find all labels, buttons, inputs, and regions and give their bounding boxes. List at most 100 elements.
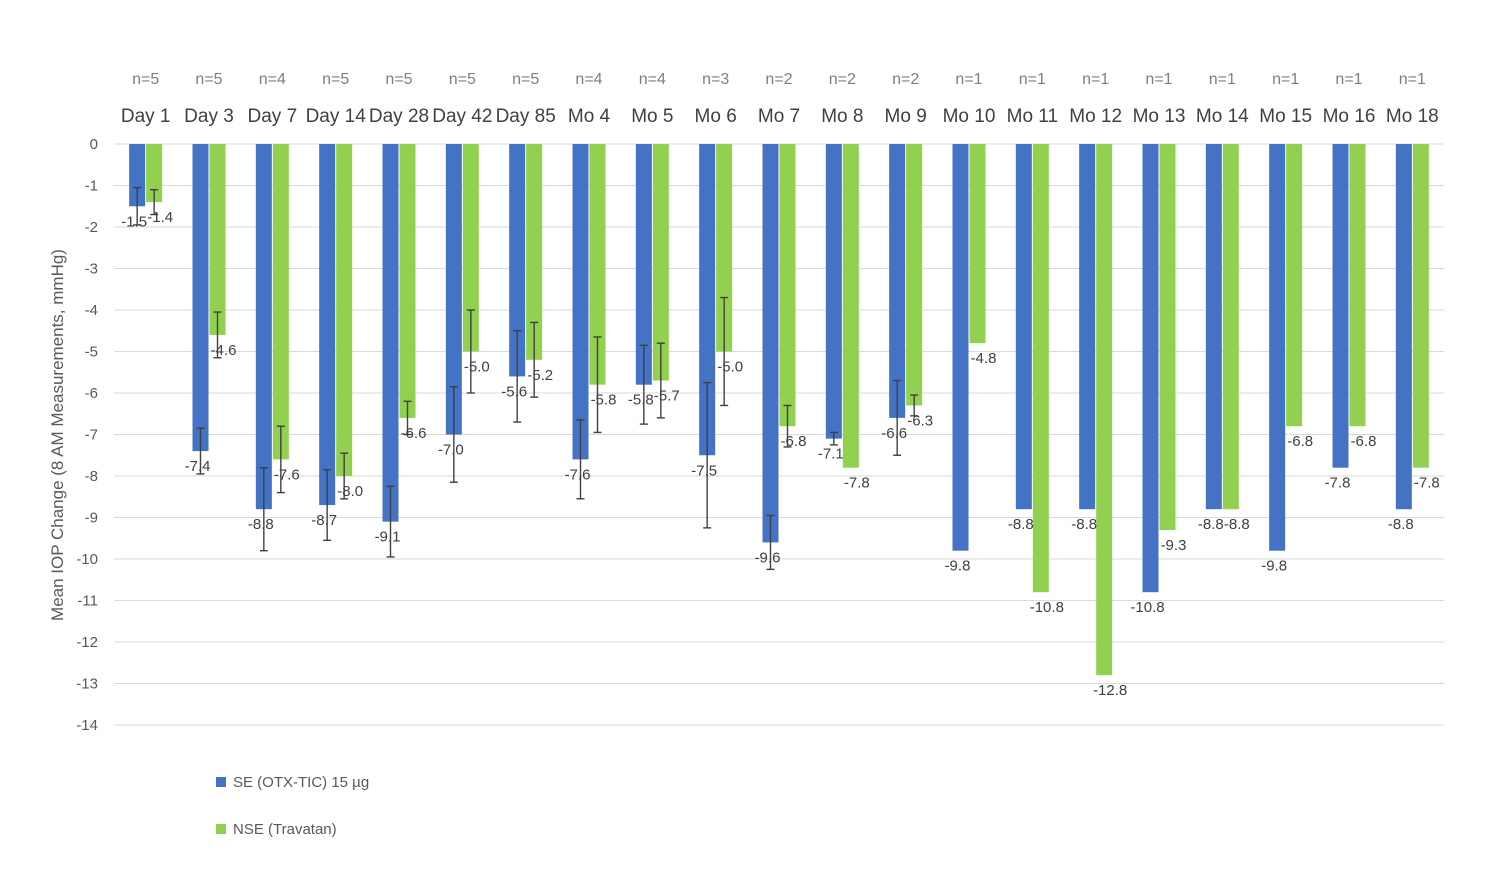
data-labels: -1.5 -7.4 -8.8 -8.7 -9.1 -7.0 -5.6 -7.6 -5.8 -7.5… — [121, 209, 1440, 699]
y-tick-label: -11 — [77, 593, 98, 610]
data-label-nse: -6.8 — [781, 433, 807, 450]
data-label-nse: -4.6 — [211, 342, 237, 359]
bar-nse — [716, 144, 733, 352]
bar-se — [1015, 144, 1032, 510]
category-label: Day 85 — [496, 106, 556, 127]
category-label: Mo 7 — [758, 106, 800, 127]
y-axis-ticks: 0 -1 -2 -3 -4 -5 -6 -7 -8 -9 -10 -11 -12 -13 -14 — [76, 136, 98, 734]
data-label-se: -7.6 — [565, 466, 591, 483]
category-label: Mo 15 — [1259, 106, 1312, 127]
category-label: Mo 14 — [1196, 106, 1249, 127]
error-bar — [720, 296, 729, 407]
n-count-label: n=3 — [702, 71, 729, 88]
error-bar — [639, 344, 648, 425]
legend-swatch-nse — [216, 824, 226, 834]
bar-se — [1079, 144, 1096, 510]
data-label-nse: -8.8 — [1224, 516, 1250, 533]
error-bar — [910, 394, 919, 417]
data-label-se: -8.8 — [1198, 516, 1224, 533]
bar-se — [825, 144, 842, 439]
bar-nse — [146, 144, 163, 203]
y-tick-label: -6 — [85, 385, 98, 402]
data-label-nse: -5.2 — [527, 367, 553, 384]
bars — [129, 144, 1429, 676]
data-label-se: -6.6 — [881, 425, 907, 442]
y-tick-label: -9 — [85, 510, 98, 527]
data-label-se: -9.1 — [375, 529, 401, 546]
y-tick-label: -7 — [85, 427, 98, 444]
n-count-label: n=4 — [259, 71, 286, 88]
bar-nse — [1222, 144, 1239, 510]
data-label-se: -10.8 — [1130, 599, 1164, 616]
data-label-nse: -6.8 — [1351, 433, 1377, 450]
error-bar — [656, 342, 665, 419]
bar-se — [509, 144, 526, 377]
category-label: Mo 16 — [1323, 106, 1376, 127]
data-label-nse: -12.8 — [1093, 682, 1127, 699]
bar-se — [572, 144, 589, 460]
data-label-se: -9.8 — [1261, 558, 1287, 575]
bar-se — [319, 144, 336, 506]
data-label-se: -8.7 — [311, 512, 337, 529]
bar-nse — [462, 144, 479, 352]
n-count-label: n=2 — [829, 71, 856, 88]
error-bar — [530, 321, 539, 398]
n-count-label: n=4 — [575, 71, 602, 88]
n-count-label: n=2 — [765, 71, 792, 88]
data-label-nse: -5.7 — [654, 388, 680, 405]
error-bar — [829, 431, 838, 446]
gridlines — [114, 143, 1444, 726]
error-bar — [766, 514, 775, 571]
n-count-label: n=4 — [639, 71, 666, 88]
data-label-se: -5.8 — [628, 392, 654, 409]
n-count-label: n=5 — [322, 71, 349, 88]
n-count-label: n=2 — [892, 71, 919, 88]
data-label-se: -8.8 — [248, 516, 274, 533]
bar-se — [255, 144, 272, 510]
bar-nse — [1159, 144, 1176, 530]
data-label-se: -8.8 — [1071, 516, 1097, 533]
error-bar — [893, 379, 902, 456]
data-label-nse: -6.8 — [1287, 433, 1313, 450]
bar-nse — [779, 144, 796, 427]
bar-se — [192, 144, 209, 452]
bar-se — [635, 144, 652, 385]
category-label: Mo 5 — [631, 106, 673, 127]
legend-label-nse: NSE (Travatan) — [233, 821, 337, 838]
bar-nse — [652, 144, 669, 381]
category-label: Day 7 — [248, 106, 298, 127]
error-bar — [386, 485, 395, 558]
error-bar — [576, 419, 585, 500]
data-label-se: -9.6 — [755, 549, 781, 566]
category-label: Day 28 — [369, 106, 429, 127]
error-bars — [133, 186, 919, 571]
data-label-se: -7.5 — [691, 462, 717, 479]
error-bar — [403, 400, 412, 436]
data-label-nse: -4.8 — [971, 350, 997, 367]
data-label-nse: -10.8 — [1030, 599, 1064, 616]
y-tick-label: 0 — [90, 136, 98, 153]
n-count-label: n=1 — [1272, 71, 1299, 88]
error-bar — [323, 469, 332, 542]
bar-nse — [842, 144, 859, 468]
bar-se — [1142, 144, 1159, 593]
bar-se — [889, 144, 906, 418]
data-label-se: -7.1 — [818, 446, 844, 463]
error-bar — [196, 427, 205, 475]
category-label: Mo 8 — [821, 106, 863, 127]
legend-label-se: SE (OTX-TIC) 15 µg — [233, 774, 369, 791]
n-count-label: n=5 — [512, 71, 539, 88]
error-bar — [259, 467, 268, 552]
error-bar — [593, 336, 602, 434]
error-bar — [703, 381, 712, 529]
bar-nse — [1032, 144, 1049, 593]
n-count-label: n=5 — [385, 71, 412, 88]
category-label: Mo 9 — [885, 106, 927, 127]
error-bar — [466, 309, 475, 394]
y-tick-label: -2 — [85, 219, 98, 236]
bar-nse — [526, 144, 543, 360]
n-count-label: n=1 — [1019, 71, 1046, 88]
data-label-nse: -5.0 — [464, 359, 490, 376]
n-count-label: n=5 — [449, 71, 476, 88]
